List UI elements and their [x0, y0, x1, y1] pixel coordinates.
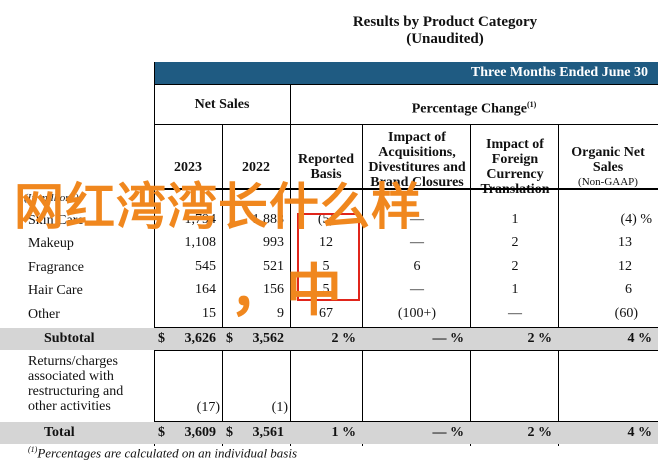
pct-change-header: Percentage Change(1) [290, 97, 658, 117]
col-organic-sup: (Non-GAAP) [578, 176, 638, 188]
header-rule [154, 84, 658, 85]
cell-fx: 1 [511, 282, 519, 297]
cell-reported: 67 [319, 306, 333, 321]
col-organic-label: Organic Net Sales [571, 145, 645, 175]
pct-change-sup: (1) [526, 100, 537, 109]
subtotal-cur-2023: $ [158, 331, 165, 346]
cell-organic: 12 [618, 259, 632, 274]
col-divider [222, 125, 223, 446]
cell-fx: 1 [511, 212, 519, 227]
cell-acq: (100+) [397, 306, 437, 321]
col-divider [290, 84, 291, 446]
subtotal-label: Subtotal [44, 331, 95, 346]
total-cur-2022: $ [226, 425, 233, 440]
cell-acq: — [410, 212, 424, 227]
subtotal-cur-2022: $ [226, 331, 233, 346]
col-divider [558, 125, 559, 446]
units-label: (In millions) [24, 192, 79, 204]
cell-2022: 521 [263, 259, 284, 274]
col-2022: 2022 [242, 160, 270, 175]
report-title-line2: (Unaudited) [406, 31, 484, 47]
cell-fx: 2 [511, 259, 519, 274]
cell-2023: 1,108 [184, 235, 217, 250]
subtotal-acq: — % [432, 331, 465, 346]
returns-label: Returns/charges associated with restruct… [28, 354, 124, 414]
cell-acq: 6 [413, 259, 421, 274]
cell-2023: 545 [195, 259, 216, 274]
row-label: Makeup [28, 236, 74, 251]
cell-organic: (60) [614, 306, 638, 321]
col-reported: Reported Basis [298, 152, 354, 182]
total-2023: 3,609 [184, 425, 217, 440]
col-impact-acq: Impact of Acquisitions, Divestitures and… [368, 130, 466, 190]
cell-2023: 164 [195, 282, 216, 297]
col-divider [154, 62, 155, 446]
pct-change-label: Percentage Change [411, 101, 527, 117]
report-title: Results by Product Category (Unaudited) [300, 14, 590, 48]
row-label: Hair Care [28, 283, 83, 298]
subtotal-fx: 2 % [527, 331, 553, 346]
col-organic: Organic Net Sales (Non-GAAP) [560, 145, 656, 190]
cell-2022: 993 [263, 235, 284, 250]
total-cur-2023: $ [158, 425, 165, 440]
total-reported: 1 % [331, 425, 357, 440]
cell-2022: 1,883 [252, 212, 285, 227]
cell-fx: — [508, 306, 522, 321]
report-title-line1: Results by Product Category [352, 14, 538, 30]
net-sales-header: Net Sales [194, 97, 250, 112]
row-label: Other [28, 307, 60, 322]
cell-2023: 15 [202, 306, 216, 321]
footnote-sup: (1) [28, 445, 38, 454]
watermark-text: 网红湾湾长什么样 [14, 178, 422, 236]
row-label: Fragrance [28, 260, 84, 275]
total-acq: — % [432, 425, 465, 440]
cell-reported: 5 [322, 259, 330, 274]
col-divider [362, 125, 363, 446]
subtotal-row [0, 328, 658, 350]
total-2022: 3,561 [252, 425, 285, 440]
cell-organic: 13 [618, 235, 632, 250]
cell-2022: 156 [263, 282, 284, 297]
period-header: Three Months Ended June 30 [154, 62, 658, 84]
cell-2023: 1,794 [184, 212, 217, 227]
total-organic: 4 % [627, 425, 653, 440]
subtotal-2022: 3,562 [252, 331, 285, 346]
cell-reported: 12 [319, 235, 333, 250]
cell-acq: — [410, 235, 424, 250]
subtotal-rule [154, 327, 658, 328]
cell-reported: (5) [317, 212, 335, 227]
subtotal-reported: 2 % [331, 331, 357, 346]
footnote: (1)Percentages are calculated on an indi… [28, 445, 297, 461]
header-rule-2 [154, 124, 658, 125]
footnote-text: Percentages are calculated on an individ… [37, 445, 298, 461]
subtotal-2023: 3,626 [184, 331, 217, 346]
subtotal-rule-bottom [154, 350, 658, 351]
total-fx: 2 % [527, 425, 553, 440]
cell-2022: 9 [277, 306, 284, 321]
subtotal-organic: 4 % [627, 331, 653, 346]
cell-fx: 2 [511, 235, 519, 250]
header-bottom-rule [154, 188, 658, 190]
cell-organic: 6 [625, 282, 632, 297]
returns-2023: (17) [196, 400, 220, 415]
highlight-box [297, 213, 360, 301]
watermark-text-2: ，中 [230, 259, 342, 324]
total-row [0, 422, 658, 444]
total-label: Total [44, 425, 75, 440]
cell-organic: (4) % [620, 212, 653, 227]
cell-reported: 5 [322, 282, 330, 297]
col-divider [470, 125, 471, 446]
cell-acq: — [410, 282, 424, 297]
returns-2022: (1) [271, 400, 288, 415]
col-2023: 2023 [174, 160, 202, 175]
total-rule [154, 421, 658, 422]
row-label: Skin Care [28, 213, 84, 228]
